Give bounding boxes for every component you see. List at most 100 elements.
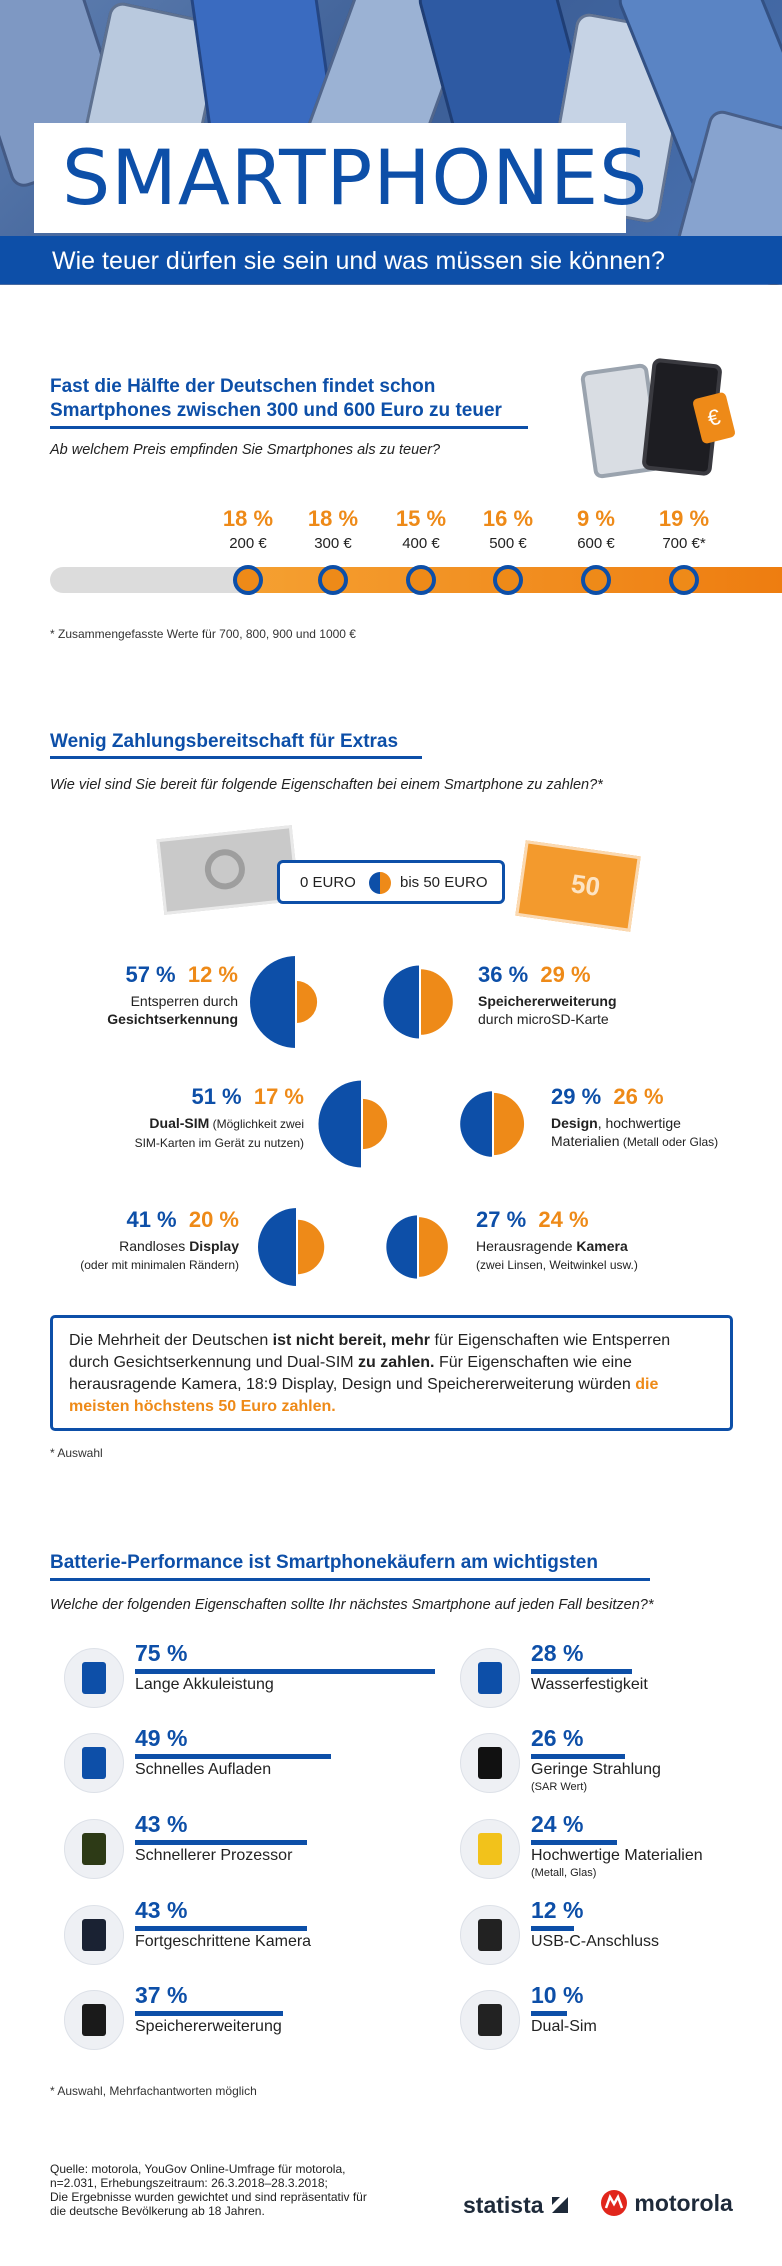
battery-percent-label: 75 % [135,1640,188,1666]
extras-label-text: (zwei Linsen, Weitwinkel usw.) [476,1258,638,1272]
dual-sim-icon-glyph [478,2004,502,2036]
battery-percent-label: 43 % [135,1811,188,1837]
battery-bar [135,1754,331,1759]
summary-orange: die meisten höchstens 50 Euro zahlen. [69,1376,659,1415]
extras-label-line2: Gesichtserkennung [28,1010,238,1028]
legend-50-euro: bis 50 EURO [400,874,488,891]
orange-money-icon: 50 [515,840,641,932]
extras-half-circles [386,1201,448,1293]
price-percent-label: 18 % [307,506,359,531]
page-subtitle: Wie teuer dürfen sie sein und was müssen… [52,247,665,275]
section3-footnote: * Auswahl, Mehrfachantworten möglich [50,2084,257,2098]
price-percent-label: 19 % [658,506,710,531]
extras-percent-pair: 41 % 20 % [29,1207,239,1233]
radiation-icon-glyph [478,1747,502,1779]
extras-label-line1: Design, hochwertige [551,1114,761,1132]
section3-rule [50,1578,650,1581]
extras-label-line1: Herausragende Kamera [476,1237,686,1255]
price-scale-fill [245,567,782,593]
extras-percent-0-euro: 27 % [476,1207,527,1232]
battery-icon [64,1648,124,1708]
extras-percent-50-euro: 24 % [538,1207,589,1232]
extras-percent-pair: 29 % 26 % [551,1084,761,1110]
extras-label-line1: Dual-SIM (Möglichkeit zwei [94,1114,304,1133]
battery-item-label: Geringe Strahlung [531,1761,661,1778]
extras-percent-0-euro: 41 % [126,1207,177,1232]
section2-title: Wenig Zahlungsbereitschaft für Extras [50,731,399,752]
extras-label-text: (Möglichkeit zwei [209,1117,304,1131]
half-circle-50-euro [297,1219,325,1275]
section1-question: Ab welchem Preis empfinden Sie Smartphon… [50,442,441,458]
battery-bar [531,1840,617,1845]
section2-footnote: * Auswahl [50,1446,103,1460]
battery-bar [135,2011,283,2016]
half-circle-0-euro [386,1215,418,1279]
legend-half-circle-icon [369,872,391,894]
extras-label-sub: (Metall oder Glas) [619,1135,719,1149]
extras-label-text: Randloses [119,1238,190,1254]
extras-label-line1: Randloses Display [29,1237,239,1255]
extras-label-text: Entsperren durch [130,993,238,1009]
source-line3: Die Ergebnisse wurden gewichtet und sind… [50,2190,367,2204]
title-box: SMARTPHONES [34,123,647,233]
statista-wordmark: statista [463,2192,544,2218]
water-drops-icon [460,1648,520,1708]
source-text: Quelle: motorola, YouGov Online-Umfrage … [50,2162,367,2218]
dual-sim-icon [460,1990,520,2050]
extras-label-text: (oder mit minimalen Rändern) [80,1258,239,1272]
extras-percent-50-euro: 12 % [187,962,238,987]
section1-rule [50,426,528,429]
motorola-logo: motorola [600,2189,733,2217]
extras-label-line1: Entsperren durch [28,992,238,1010]
extras-label-bold: Display [189,1238,239,1254]
battery-item-label: Schnelles Aufladen [135,1761,272,1778]
battery-percent-label: 10 % [531,1982,584,2008]
camera-lens-icon [64,1905,124,1965]
source-line2: n=2.031, Erhebungszeitraum: 26.3.2018–28… [50,2176,328,2190]
extras-label-line2: SIM-Karten im Gerät zu nutzen) [94,1133,304,1152]
battery-item-label: Schnellerer Prozessor [135,1847,293,1864]
battery-item-sub: (Metall, Glas) [531,1867,597,1879]
extras-label-text: durch microSD-Karte [478,1011,609,1027]
price-percent-label: 15 % [395,506,447,531]
extras-half-circles [258,1201,325,1293]
extras-label-text: , hochwertige [597,1115,681,1131]
extras-label-bold: Gesichtserkennung [107,1011,238,1027]
extras-percent-0-euro: 51 % [191,1084,242,1109]
page-title: SMARTPHONES [62,133,649,222]
half-circle-0-euro [258,1207,297,1287]
extras-label-bold: Speichererweiterung [478,993,617,1009]
summary-text-1: Die Mehrheit der Deutschen [69,1332,273,1349]
extras-half-circles [318,1078,388,1170]
battery-item-label: Dual-Sim [531,2018,597,2035]
half-circle-0-euro [383,965,420,1039]
half-circle-50-euro [493,1092,525,1156]
subtitle-band: Wie teuer dürfen sie sein und was müssen… [0,236,782,284]
extras-label-line2: (zwei Linsen, Weitwinkel usw.) [476,1255,686,1274]
half-circle-0-euro [318,1080,362,1168]
extras-half-circles [383,956,453,1048]
extras-item-text: 29 % 26 % Design, hochwertige Materialien … [551,1084,761,1151]
extras-half-circles [460,1078,525,1170]
battery-item-label: Hochwertige Materialien [531,1847,703,1864]
price-category-label: 400 € [402,535,440,552]
usb-c-icon [460,1905,520,1965]
battery-bar [531,1754,625,1759]
battery-percent-label: 28 % [531,1640,584,1666]
half-circle-50-euro [418,1217,448,1277]
summary-text-2: für Eigenschaften wie Entsperren durch G… [69,1332,671,1371]
charging-clock-icon [64,1733,124,1793]
source-line4: die deutsche Bevölkerung ab 18 Jahren. [50,2204,265,2218]
extras-item-text: 41 % 20 % Randloses Display (oder mit mini… [29,1207,239,1274]
extras-percent-50-euro: 17 % [253,1084,304,1109]
half-circle-0-euro [460,1091,493,1157]
extras-percent-pair: 36 % 29 % [478,962,688,988]
extras-label-text: Materialien [551,1133,620,1149]
statista-logo: statista [463,2192,570,2219]
battery-percent-label: 12 % [531,1897,584,1923]
battery-bar [531,1926,574,1931]
price-category-label: 300 € [314,535,352,552]
extras-percent-50-euro: 20 % [188,1207,239,1232]
extras-percent-0-euro: 36 % [478,962,529,987]
